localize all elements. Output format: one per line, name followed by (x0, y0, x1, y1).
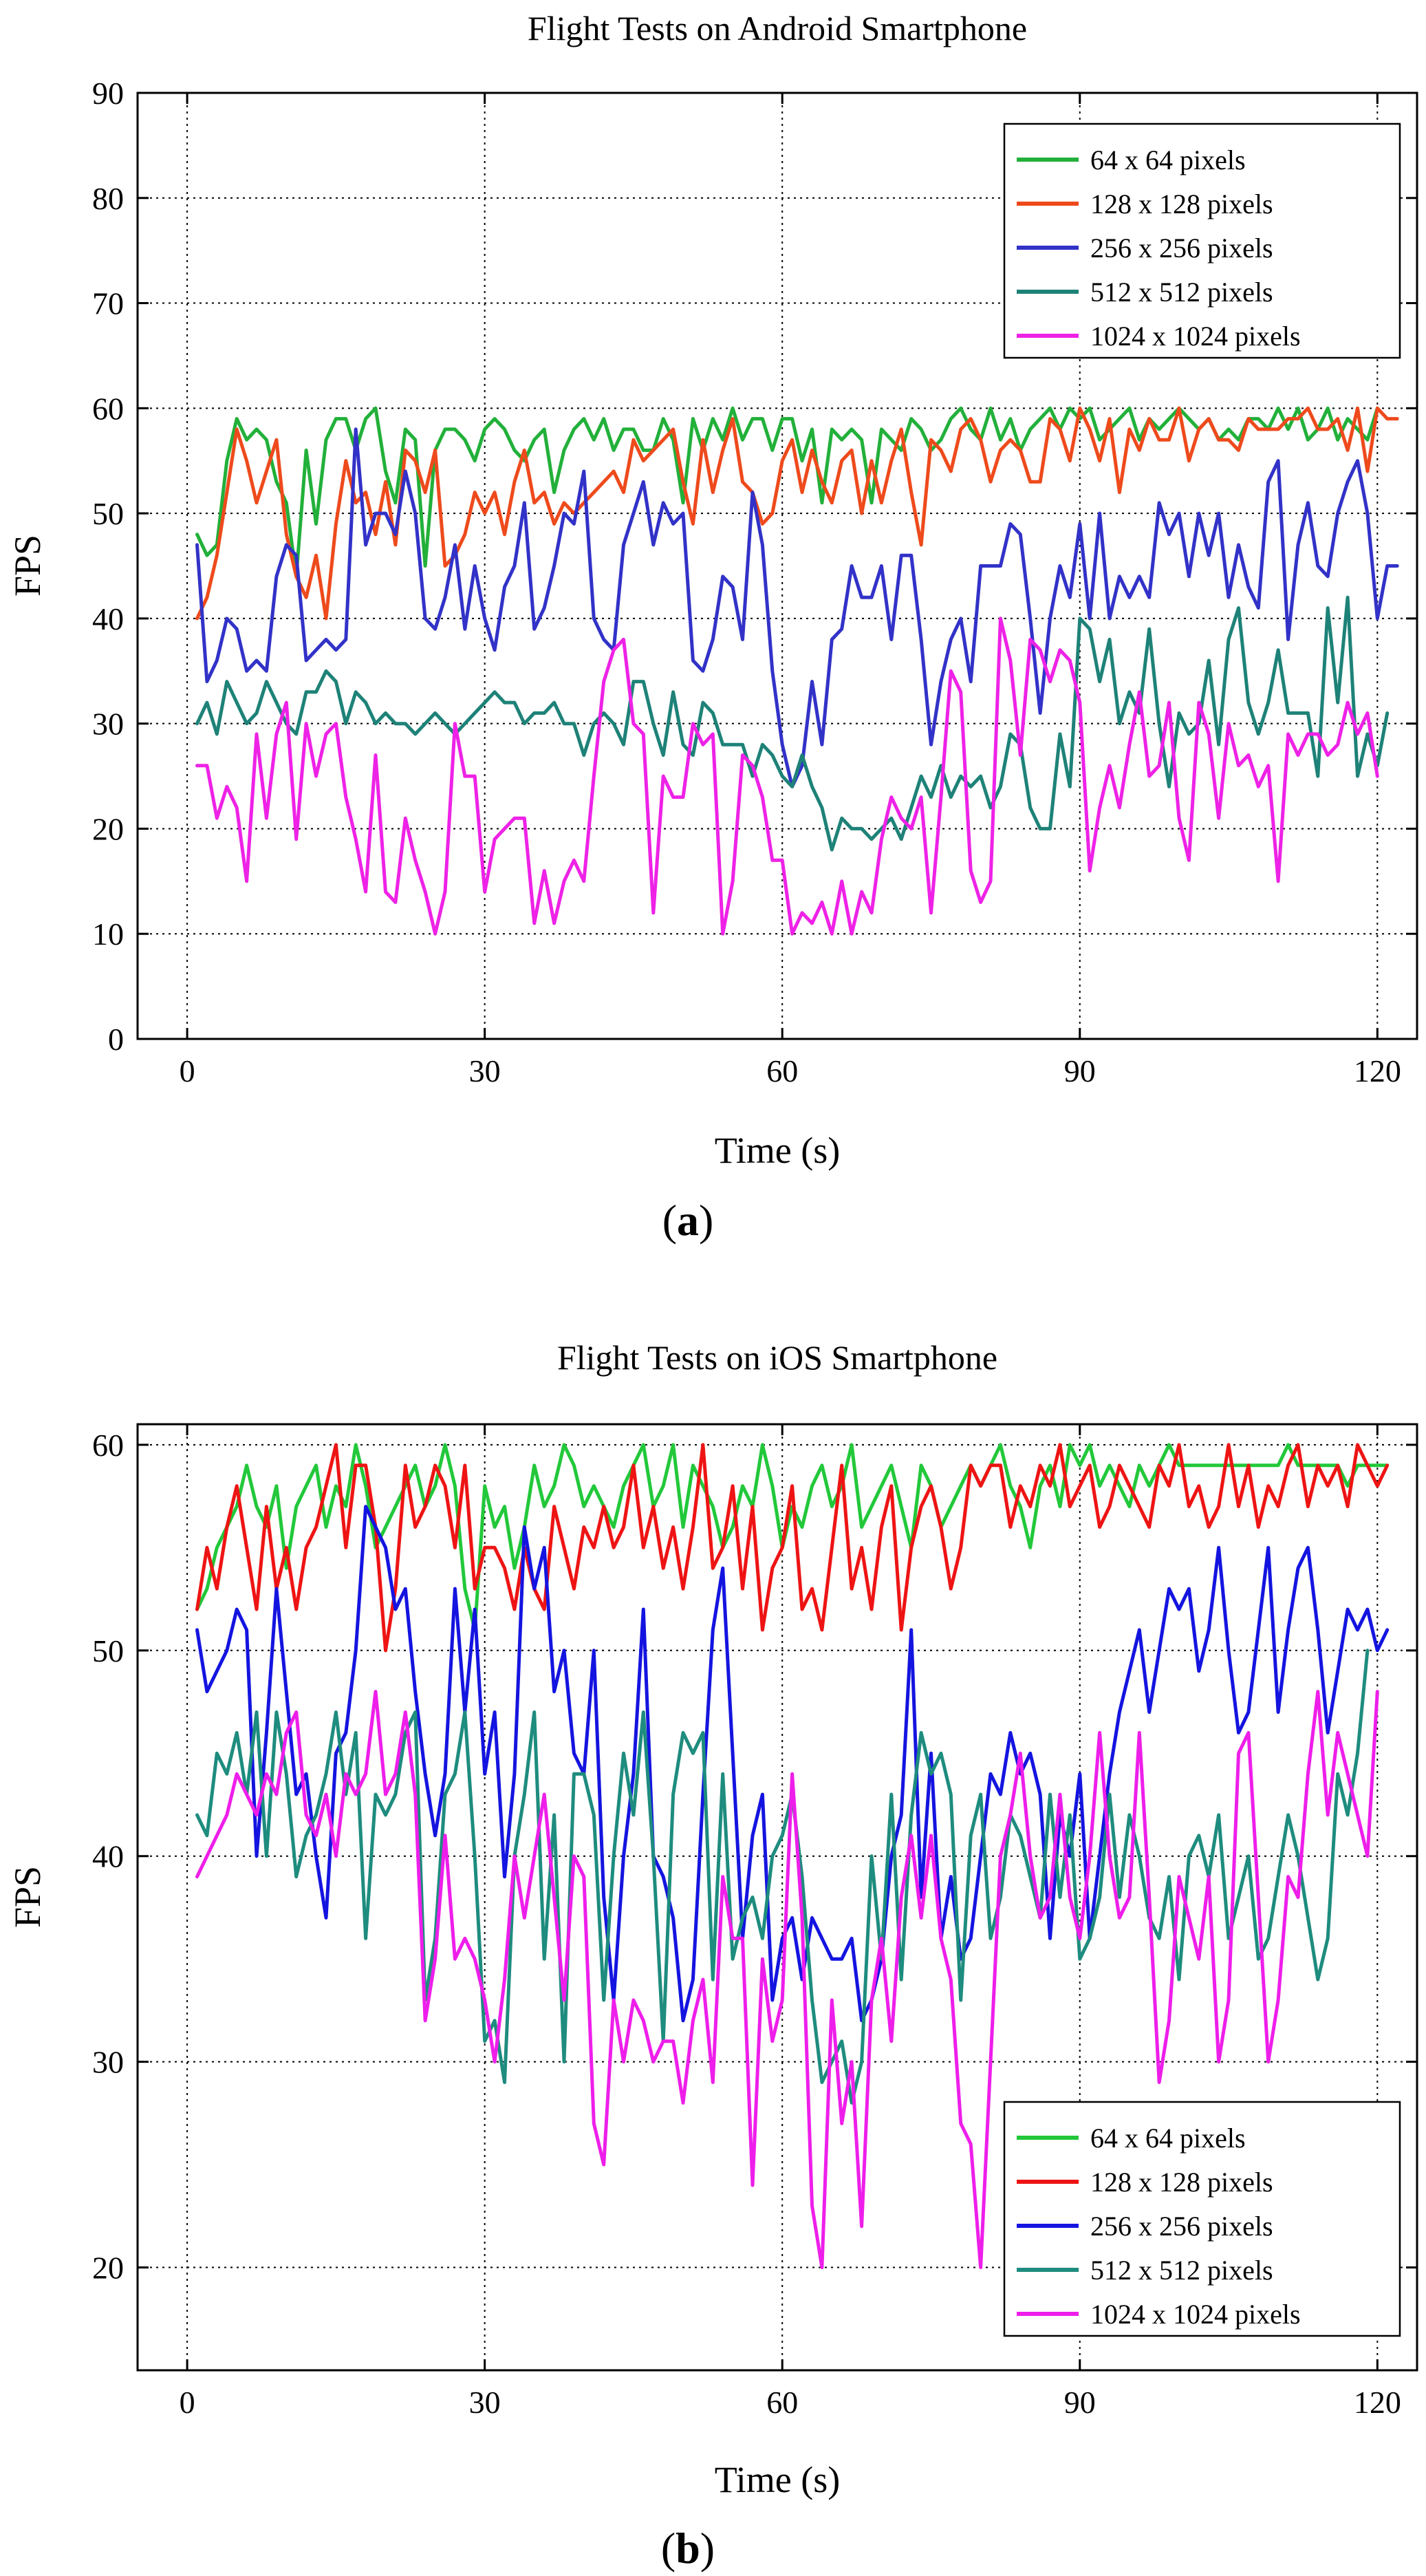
legend: 64 x 64 pixels 128 x 128 pixels 256 x 256 … (1003, 2101, 1401, 2337)
legend-label: 256 x 256 pixels (1090, 233, 1273, 264)
series-line-4 (195, 1649, 1370, 2105)
x-tick-label: 60 (766, 2385, 798, 2420)
panel-label-open: ( (662, 1196, 677, 1245)
plot-frame (136, 92, 1418, 1040)
y-tick-label: 90 (92, 76, 124, 111)
x-axis-label: Time (s) (715, 2459, 841, 2500)
y-axis-label: FPS (7, 535, 48, 597)
legend-label: 1024 x 1024 pixels (1090, 321, 1301, 352)
panel-label-open: ( (661, 2524, 676, 2573)
y-tick-label: 50 (92, 1633, 124, 1668)
y-tick-label: 40 (92, 601, 124, 636)
axis-ticks: 0 30 60 90 120 0 10 20 30 40 50 60 70 80 90 (92, 76, 1417, 1088)
legend-label: 512 x 512 pixels (1090, 277, 1273, 308)
x-tick-label: 0 (180, 2385, 195, 2420)
legend-box (1003, 2101, 1401, 2337)
axis-ticks: 0 30 60 90 120 20 30 40 50 60 (92, 1424, 1417, 2420)
chart-title: Flight Tests on Android Smartphone (528, 9, 1027, 47)
legend: 64 x 64 pixels 128 x 128 pixels 256 x 256 … (1003, 122, 1401, 359)
panel-label-letter: a (677, 1196, 699, 1245)
y-tick-label: 60 (92, 1428, 124, 1463)
y-tick-label: 10 (92, 916, 124, 952)
y-tick-label: 70 (92, 286, 124, 321)
x-tick-label: 120 (1354, 2385, 1401, 2420)
panel-label-b: (b) (661, 2524, 715, 2573)
y-tick-label: 20 (92, 2251, 124, 2286)
series-line-4 (195, 595, 1390, 852)
y-tick-label: 30 (92, 2045, 124, 2080)
legend-items: 64 x 64 pixels 128 x 128 pixels 256 x 256 … (1017, 144, 1301, 352)
y-tick-label: 0 (108, 1022, 124, 1057)
x-tick-label: 120 (1354, 1053, 1401, 1088)
legend-label: 256 x 256 pixels (1090, 2211, 1273, 2242)
x-tick-label: 30 (469, 2385, 501, 2420)
chart-panel-b: Flight Tests on iOS Smartphone 0 30 60 90 12… (7, 1338, 1418, 2573)
y-tick-label: 30 (92, 707, 124, 742)
legend-label: 128 x 128 pixels (1090, 2167, 1273, 2198)
series-line-3 (195, 1505, 1390, 2023)
y-tick-label: 50 (92, 496, 124, 531)
y-tick-label: 20 (92, 811, 124, 846)
series-line-2 (195, 1443, 1390, 1653)
series-line-5 (195, 1690, 1379, 2269)
legend-box (1003, 122, 1401, 359)
x-tick-label: 90 (1064, 2385, 1096, 2420)
x-tick-label: 60 (766, 1053, 798, 1088)
x-tick-label: 90 (1064, 1053, 1096, 1088)
chart-panel-a: Flight Tests on Android Smartphone 0 30 60… (7, 9, 1418, 1245)
panel-label-close: ) (700, 2524, 715, 2573)
legend-label: 512 x 512 pixels (1090, 2255, 1273, 2286)
series-line-5 (195, 616, 1379, 936)
legend-label: 64 x 64 pixels (1090, 144, 1246, 175)
x-axis-label: Time (s) (715, 1130, 841, 1171)
y-tick-label: 80 (92, 181, 124, 216)
panel-label-letter: b (676, 2524, 700, 2573)
legend-label: 64 x 64 pixels (1090, 2123, 1246, 2154)
chart-title: Flight Tests on iOS Smartphone (557, 1338, 997, 1377)
y-axis-label: FPS (7, 1866, 48, 1928)
legend-items: 64 x 64 pixels 128 x 128 pixels 256 x 256 … (1017, 2123, 1301, 2330)
panel-label-a: (a) (662, 1196, 714, 1245)
panel-label-close: ) (699, 1196, 713, 1245)
legend-label: 1024 x 1024 pixels (1090, 2299, 1301, 2330)
plot-frame (136, 1423, 1418, 2372)
x-tick-label: 0 (180, 1053, 195, 1088)
legend-label: 128 x 128 pixels (1090, 189, 1273, 219)
y-tick-label: 60 (92, 391, 124, 426)
y-tick-label: 40 (92, 1839, 124, 1874)
series-lines (195, 406, 1399, 936)
x-tick-label: 30 (469, 1053, 501, 1088)
series-lines (195, 1443, 1390, 2269)
